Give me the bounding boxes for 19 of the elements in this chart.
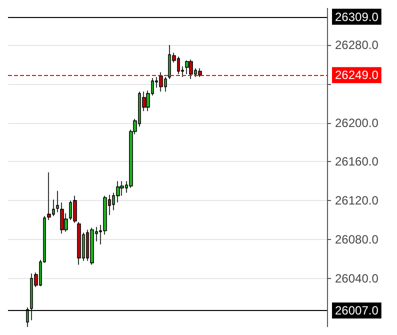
y-tick-label: 26160.0 [335,154,379,169]
candlestick [185,60,189,75]
candlestick [90,227,94,266]
candlestick [159,72,163,92]
candlestick [77,222,81,266]
y-tick-label: 26280.0 [335,38,379,52]
y-tick-label: 26080.0 [335,232,379,246]
candlestick [47,172,51,220]
ref-line-label: 26007.0 [335,303,379,318]
candlestick [198,68,202,78]
ref-line-label: 26249.0 [335,68,379,82]
candlestick [73,195,77,224]
ref-line-label: 26309.0 [335,10,379,24]
y-tick-label: 26200.0 [335,116,379,130]
y-tick-label: 26040.0 [335,271,379,286]
candlestick [189,59,193,80]
candlestick [56,190,59,213]
y-tick-label: 26120.0 [335,194,379,208]
candlestick [60,202,64,234]
